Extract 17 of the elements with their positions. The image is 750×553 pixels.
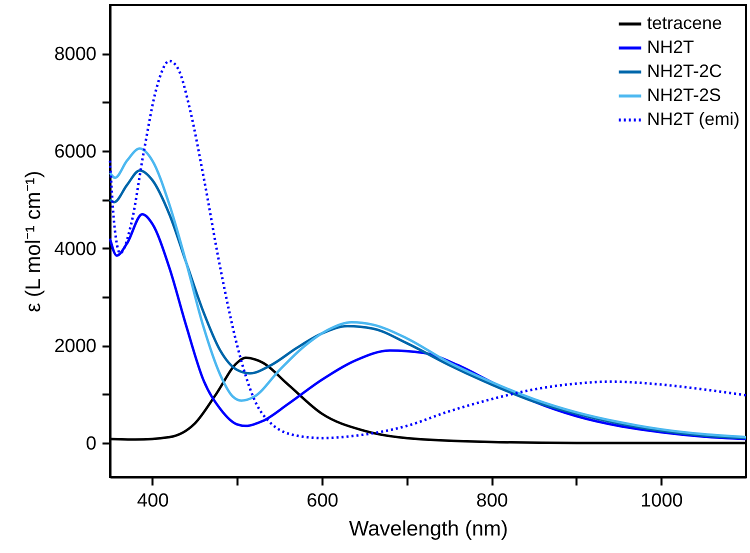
legend-label: NH2T (emi) — [647, 109, 740, 129]
y-axis-title: ε (L mol⁻¹ cm⁻¹) — [22, 170, 46, 312]
legend-label: NH2T — [647, 37, 694, 57]
y-tick-label: 8000 — [54, 44, 96, 66]
x-tick-label: 1000 — [640, 490, 683, 512]
legend-label: NH2T-2C — [647, 61, 722, 81]
y-tick-label: 2000 — [54, 336, 96, 358]
legend-label: NH2T-2S — [647, 85, 722, 105]
y-tick-label: 6000 — [54, 141, 96, 162]
x-tick-label: 600 — [306, 490, 338, 512]
y-tick-label: 0 — [86, 433, 96, 454]
line-series — [108, 60, 748, 440]
legend-label: tetracene — [647, 13, 722, 33]
x-axis-title: Wavelength (nm) — [348, 518, 508, 540]
x-tick-label: 400 — [137, 490, 169, 512]
y-tick-label: 4000 — [54, 238, 96, 260]
x-tick-label: 800 — [476, 490, 508, 512]
